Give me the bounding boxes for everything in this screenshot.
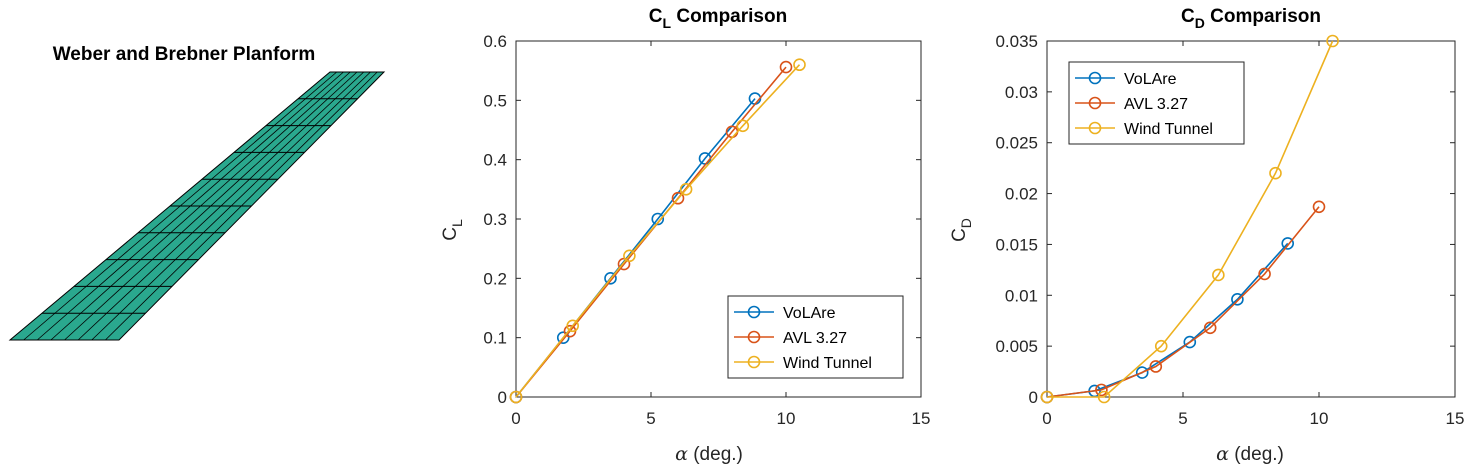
planform-chordwise-line <box>64 71 358 341</box>
cd-x-tick-label: 10 <box>1310 409 1329 428</box>
cl-data-point <box>679 183 693 196</box>
cd-data-point <box>1203 321 1217 335</box>
cd-y-tick-label: 0.01 <box>1005 286 1038 305</box>
cd-data-point <box>1212 268 1225 282</box>
cl-chart-title: CL Comparison <box>649 6 787 31</box>
cl-data-point <box>509 390 523 404</box>
cd-data-point <box>1149 360 1163 373</box>
cl-x-tick-label: 0 <box>511 409 520 428</box>
cd-y-tick-label: 0.015 <box>995 235 1038 254</box>
cl-data-point <box>671 191 685 205</box>
cd-legend-swatch-marker <box>1088 96 1102 110</box>
cl-data-point <box>793 58 806 72</box>
cl-y-tick-label: 0.1 <box>483 329 507 348</box>
planform-chordwise-line <box>36 71 344 341</box>
cd-y-tick-label: 0.02 <box>1005 185 1038 204</box>
cd-data-point <box>1281 237 1295 250</box>
cl-data-point <box>604 272 617 285</box>
cl-y-axis-label: CL <box>440 219 465 241</box>
cd-legend-swatch-marker <box>1088 121 1102 135</box>
cd-y-tick-label: 0.025 <box>995 134 1038 153</box>
cl-legend-swatch-marker <box>747 305 761 319</box>
cd-y-tick-label: 0.03 <box>1005 83 1038 102</box>
planform-chordwise-line <box>77 71 365 341</box>
cd-series-line-2 <box>1047 40 1334 398</box>
cl-legend-label: AVL 3.27 <box>783 330 847 347</box>
cd-data-point <box>1097 390 1111 404</box>
cd-data-point <box>1258 267 1271 281</box>
planform-panel: Weber and Brebner Planform <box>8 44 386 341</box>
cd-chart-title: CD Comparison <box>1181 6 1321 31</box>
cd-data-point <box>1231 293 1244 306</box>
cl-x-tick-label: 10 <box>777 409 796 428</box>
cd-data-point <box>1326 34 1339 48</box>
cd-x-tick-label: 15 <box>1446 409 1465 428</box>
cd-series-line-1 <box>1046 206 1320 398</box>
cd-y-tick-label: 0.005 <box>995 337 1038 356</box>
cd-legend-label: AVL 3.27 <box>1124 96 1188 113</box>
cl-y-tick-label: 0.4 <box>483 151 507 170</box>
cd-legend-label: VoLAre <box>1124 71 1177 88</box>
cl-y-tick-label: 0.3 <box>483 210 507 229</box>
cd-legend-label: Wind Tunnel <box>1124 121 1213 138</box>
cl-y-tick-label: 0.5 <box>483 91 507 110</box>
planform-chordwise-line <box>23 71 338 341</box>
cl-data-point <box>623 249 636 263</box>
cd-data-point <box>1095 383 1108 397</box>
planform-wing <box>8 71 386 341</box>
cl-legend-swatch-marker <box>747 355 761 369</box>
cl-series-line-2 <box>515 64 801 398</box>
cd-y-axis-label: CD <box>949 218 974 242</box>
cl-legend-swatch-marker <box>747 330 761 344</box>
cl-x-axis-label: α (deg.) <box>675 443 743 465</box>
cd-y-tick-label: 0.035 <box>995 32 1038 51</box>
cd-data-point <box>1312 200 1326 214</box>
cl-legend-label: VoLAre <box>783 305 836 322</box>
cl-data-point <box>566 319 580 333</box>
planform-chordwise-line <box>105 71 378 341</box>
planform-chordwise-line <box>50 71 351 341</box>
cd-x-tick-label: 0 <box>1042 409 1051 428</box>
cl-y-tick-label: 0 <box>498 388 507 407</box>
cl-legend: VoLAre AVL 3.27 Wind Tunnel <box>727 295 904 379</box>
cl-legend-label: Wind Tunnel <box>783 355 872 372</box>
cl-y-tick-label: 0.6 <box>483 32 507 51</box>
cl-x-tick-label: 15 <box>912 409 931 428</box>
cl-data-point <box>556 331 570 344</box>
cl-chart: CL Comparison α (deg.) CL 0 5 10 15 0 0.1 0.2 0… <box>440 6 930 465</box>
cd-legend-swatch-marker <box>1088 71 1102 85</box>
cd-y-tick-label: 0 <box>1029 388 1038 407</box>
cd-data-point <box>1154 339 1168 353</box>
cd-x-tick-label: 5 <box>1178 409 1187 428</box>
planform-chordwise-line <box>91 71 371 341</box>
cl-data-point <box>779 60 793 74</box>
cd-x-axis-label: α (deg.) <box>1216 443 1284 465</box>
cd-data-point <box>1135 366 1149 379</box>
cl-data-point <box>736 119 750 133</box>
cl-x-tick-label: 5 <box>646 409 655 428</box>
cd-data-point <box>1269 166 1282 180</box>
cd-data-point <box>1040 390 1054 404</box>
planform-title: Weber and Brebner Planform <box>53 44 316 65</box>
cl-y-tick-label: 0.2 <box>483 269 507 288</box>
cd-data-point <box>1183 335 1197 349</box>
cd-legend: VoLAre AVL 3.27 Wind Tunnel <box>1068 61 1245 145</box>
cl-data-point <box>651 212 665 226</box>
cd-chart: CD Comparison α (deg.) CD 0 5 10 15 0 0.005 0.… <box>949 6 1464 465</box>
